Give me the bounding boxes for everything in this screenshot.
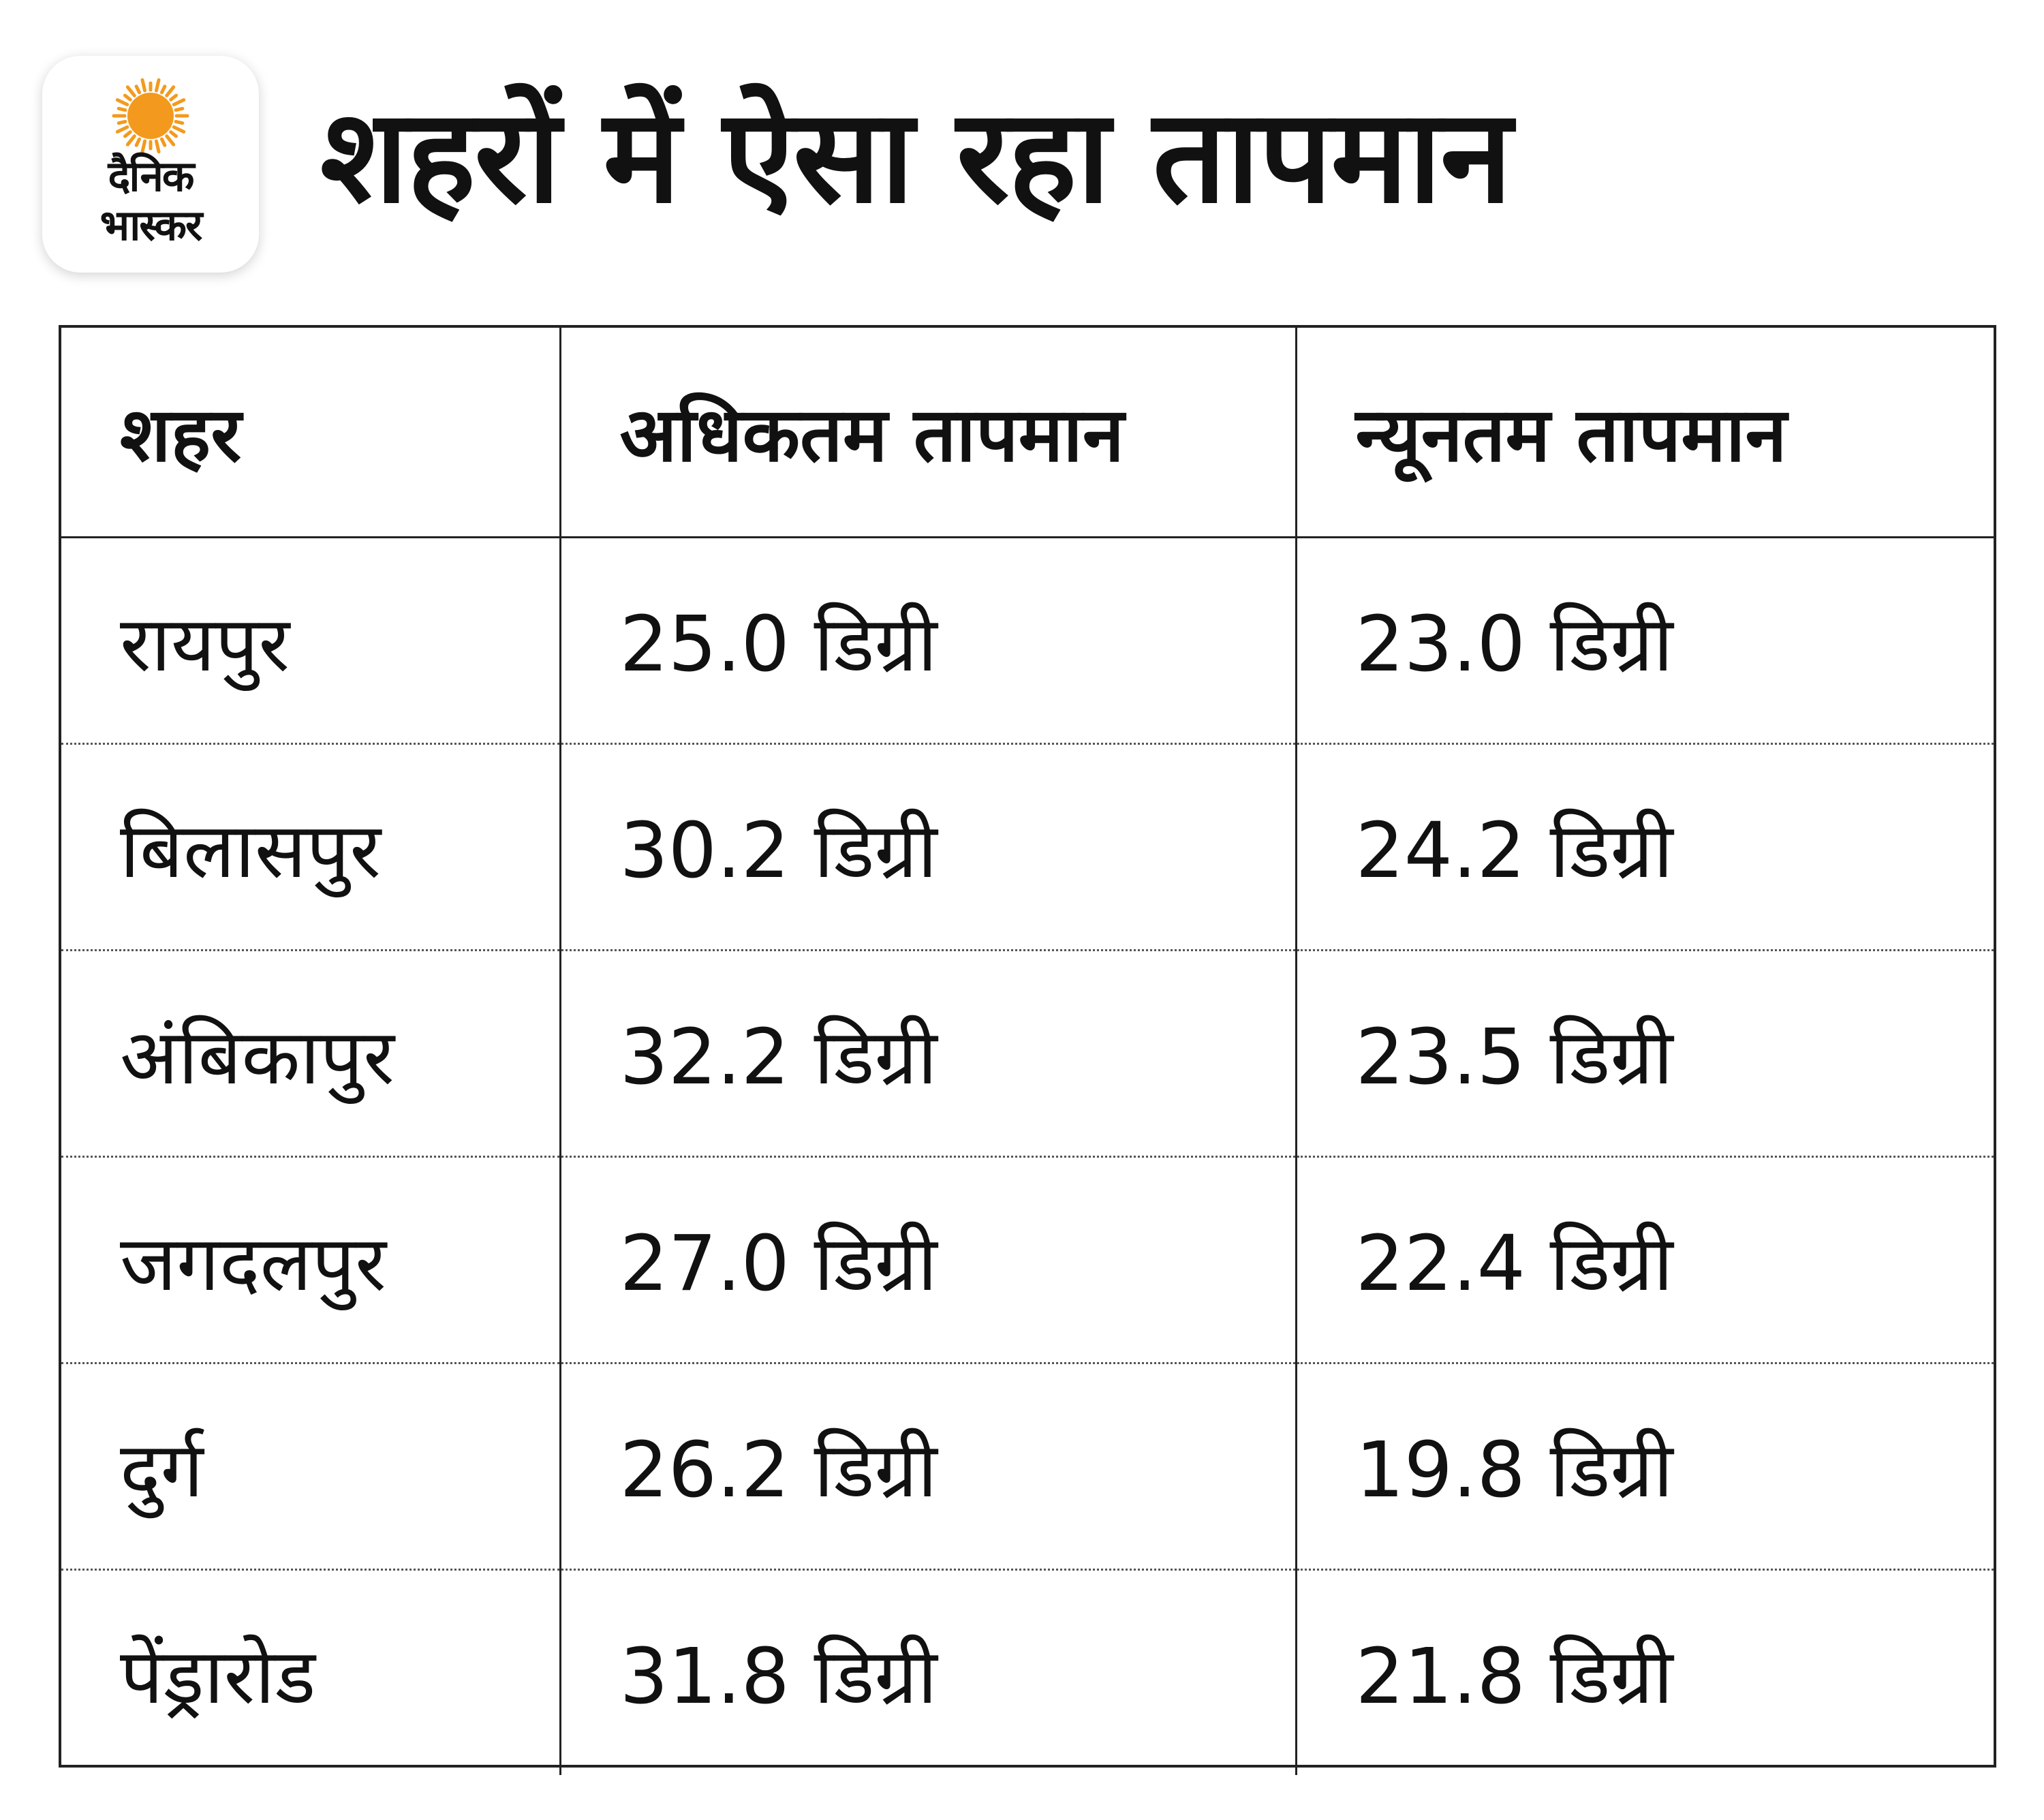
sun-ray [174,119,185,125]
sun-ray [159,84,167,95]
sun-ray [134,84,142,95]
max-temperature-cell: 30.2 डिग्री [559,743,1296,951]
sun-ray [159,137,167,147]
max-temperature-cell: 31.8 डिग्री [559,1569,1296,1775]
city-cell: बिलासपुर [61,743,560,951]
page-title: शहरों में ऐसा रहा तापमान [320,81,1512,232]
sun-ray [134,137,142,147]
sun-ray [123,130,132,138]
sun-ray [117,119,127,125]
header-max-temperature: अधिकतम तापमान [559,328,1296,538]
sun-ray [154,139,161,154]
table-row: पेंड्रारोड 31.8 डिग्री 21.8 डिग्री [61,1569,1994,1775]
dainik-bhaskar-logo: दैनिक भास्कर [42,56,259,273]
header-city: शहर [61,328,560,538]
min-temperature-cell: 22.4 डिग्री [1295,1156,1994,1364]
table-row: बिलासपुर 30.2 डिग्री 24.2 डिग्री [61,743,1994,951]
sun-ray [117,106,127,112]
sun-ray [125,134,136,146]
table-row: जगदलपुर 27.0 डिग्री 22.4 डिग्री [61,1156,1994,1364]
city-cell: पेंड्रारोड [120,1632,316,1721]
sun-ray [115,98,129,107]
table-header-row: शहर अधिकतम तापमान न्यूनतम तापमान [61,328,1994,538]
logo-text-dainik: दैनिक [108,151,194,201]
sun-ray [140,139,147,154]
min-temperature-cell: 23.0 डिग्री [1295,537,1994,745]
city-cell: अंबिकापुर [61,950,560,1158]
max-temperature-cell: 32.2 डिग्री [559,950,1296,1158]
table-row: अंबिकापुर 32.2 डिग्री 23.5 डिग्री [61,950,1994,1158]
sun-ray [154,78,161,93]
sun-ray [140,78,147,93]
min-temperature-cell: 21.8 डिग्री [1295,1569,1994,1775]
sun-icon [112,78,189,154]
min-temperature-cell: 24.2 डिग्री [1295,743,1994,951]
max-temperature-cell: 25.0 डिग्री [559,537,1296,745]
sun-ray [174,106,185,112]
sun-ray [172,125,186,134]
city-cell: दुर्ग [61,1363,560,1571]
logo-text-bhaskar: भास्कर [99,200,203,250]
sun-ray [125,85,136,97]
max-temperature-cell: 26.2 डिग्री [559,1363,1296,1571]
table-row: रायपुर 25.0 डिग्री 23.0 डिग्री [61,537,1994,745]
sun-ray [123,93,132,102]
table-row: दुर्ग 26.2 डिग्री 19.8 डिग्री [61,1363,1994,1571]
temperature-table: शहर अधिकतम तापमान न्यूनतम तापमान रायपुर … [59,325,1996,1775]
max-temperature-cell: 27.0 डिग्री [559,1156,1296,1364]
sun-ray [172,98,186,107]
min-temperature-cell: 19.8 डिग्री [1295,1363,1994,1571]
sun-ray [165,85,176,97]
sun-ray [165,134,176,146]
min-temperature-cell: 23.5 डिग्री [1295,950,1994,1158]
sun-ray [115,125,129,134]
sun-ray [169,93,179,102]
city-cell: रायपुर [61,537,560,745]
header-min-temperature: न्यूनतम तापमान [1295,328,1994,538]
sun-ray [169,130,179,138]
city-cell: जगदलपुर [61,1156,560,1364]
